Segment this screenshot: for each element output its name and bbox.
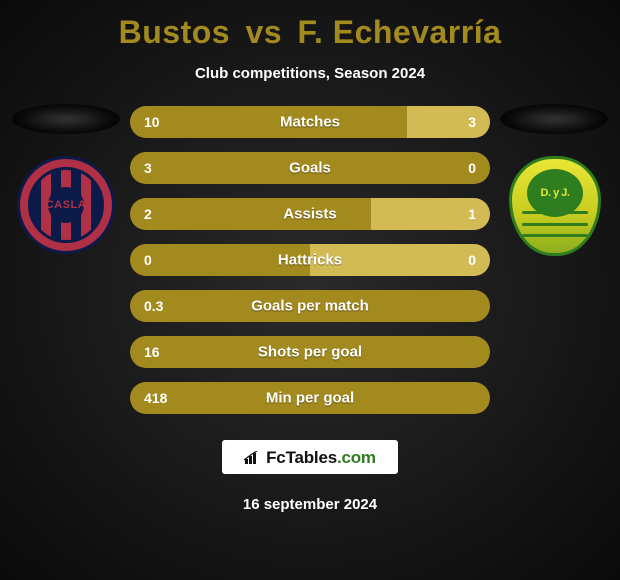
vs-text: vs [245, 14, 282, 50]
stats-rows: 10 3 Matches 3 0 Goals 2 1 Assists 0 0 Hattricks 0.3… [130, 106, 490, 414]
brand-chart-icon [244, 451, 260, 465]
stat-label: Min per goal [266, 390, 354, 407]
stat-value-left: 2 [144, 206, 152, 222]
player2-silhouette [500, 104, 608, 134]
main-content: CASLA 10 3 Matches 3 0 Goals 2 1 Assists 0 0 Hattri… [0, 102, 620, 414]
stat-label: Goals [289, 160, 331, 177]
stat-label: Assists [283, 206, 336, 223]
stat-value-left: 10 [144, 114, 160, 130]
stat-value-right: 3 [468, 114, 476, 130]
player1-name: Bustos [119, 14, 230, 50]
subtitle: Club competitions, Season 2024 [195, 65, 425, 82]
page-title: Bustos vs F. Echevarría [119, 14, 502, 51]
stat-label: Hattricks [278, 252, 342, 269]
stat-row: 10 3 Matches [130, 106, 490, 138]
defensa-y-justicia-crest-icon: D. y J. [509, 156, 601, 256]
stat-value-left: 3 [144, 160, 152, 176]
stat-value-left: 0 [144, 252, 152, 268]
brand-suffix: .com [337, 448, 376, 467]
stat-label: Goals per match [251, 298, 369, 315]
stat-value-left: 418 [144, 390, 167, 406]
stat-value-right: 0 [468, 252, 476, 268]
stat-value-right: 0 [468, 160, 476, 176]
right-column: D. y J. [494, 102, 614, 254]
player2-name: F. Echevarría [297, 14, 501, 50]
crest-right-initials: D. y J. [541, 187, 570, 199]
brand-name: FcTables [266, 448, 337, 467]
date-text: 16 september 2024 [243, 496, 377, 513]
left-column: CASLA [6, 102, 126, 254]
stat-row: 418 Min per goal [130, 382, 490, 414]
stat-value-left: 16 [144, 344, 160, 360]
brand-badge[interactable]: FcTables.com [222, 440, 398, 474]
stat-value-left: 0.3 [144, 298, 163, 314]
stat-row: 3 0 Goals [130, 152, 490, 184]
stat-row: 2 1 Assists [130, 198, 490, 230]
crest-left-initials: CASLA [46, 199, 86, 211]
stat-row: 16 Shots per goal [130, 336, 490, 368]
club-crest-left: CASLA [17, 156, 115, 254]
player1-silhouette [12, 104, 120, 134]
stat-row: 0.3 Goals per match [130, 290, 490, 322]
stat-bar-left [130, 106, 407, 138]
stat-value-right: 1 [468, 206, 476, 222]
club-crest-right: D. y J. [505, 156, 603, 254]
san-lorenzo-crest-icon: CASLA [17, 156, 115, 254]
stat-row: 0 0 Hattricks [130, 244, 490, 276]
stat-bar-right [407, 106, 490, 138]
stat-label: Shots per goal [258, 344, 362, 361]
stat-label: Matches [280, 114, 340, 131]
brand-text: FcTables.com [266, 448, 376, 468]
